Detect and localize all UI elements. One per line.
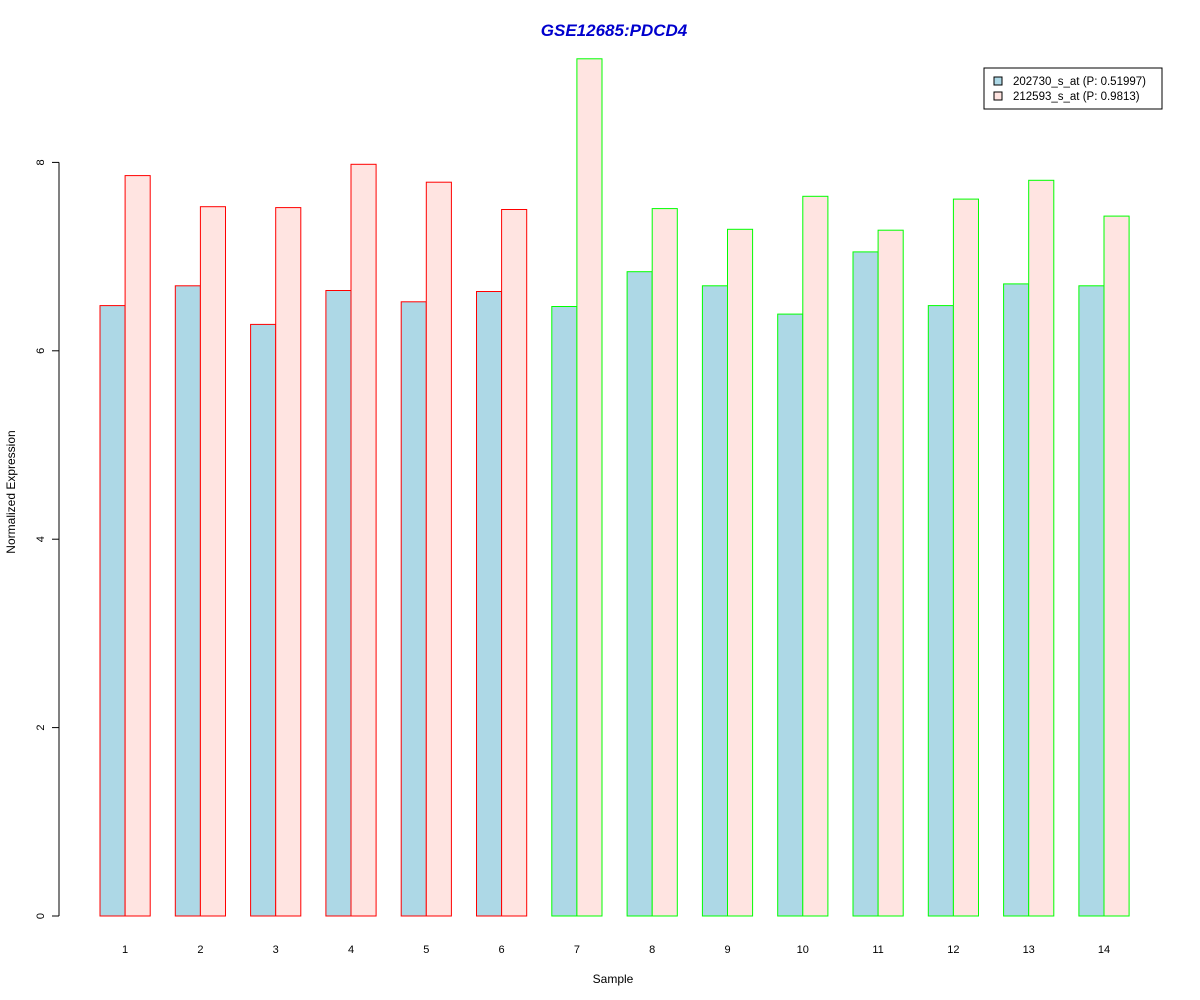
bar-sample-13-series-1 [1003, 283, 1030, 917]
bar-sample-6-series-1 [476, 291, 503, 917]
y-axis: 0 2 4 6 8 [35, 159, 60, 919]
x-tick-label: 7 [574, 944, 580, 956]
x-tick-label: 4 [348, 944, 354, 956]
x-tick-label: 14 [1098, 944, 1110, 956]
bar-sample-7-series-1 [551, 306, 578, 917]
bar-sample-9-series-2 [727, 228, 754, 917]
x-tick-label: 5 [423, 944, 429, 956]
bar-sample-14-series-2 [1103, 215, 1130, 917]
x-tick-label: 10 [797, 944, 809, 956]
bar-sample-4-series-1 [325, 290, 352, 917]
x-tick-label: 11 [872, 944, 883, 956]
bar-sample-10-series-1 [777, 313, 804, 917]
bar-sample-12-series-2 [952, 198, 980, 917]
y-tick-label: 6 [35, 348, 47, 354]
bar-sample-2-series-1 [174, 285, 201, 917]
bar-sample-6-series-2 [501, 209, 528, 917]
x-tick-label: 9 [724, 944, 730, 956]
bar-sample-13-series-2 [1028, 179, 1055, 917]
x-tick-label: 8 [649, 944, 655, 956]
bar-sample-3-series-2 [275, 207, 302, 917]
bars-group [99, 58, 1130, 917]
y-tick-label: 8 [35, 159, 47, 165]
y-tick-label: 2 [35, 725, 47, 731]
y-axis-title: Normalized Expression [4, 430, 18, 553]
bar-sample-3-series-1 [250, 323, 277, 917]
y-tick-label: 4 [35, 536, 47, 542]
x-tick-label: 3 [273, 944, 279, 956]
x-tick-label: 12 [947, 944, 959, 956]
y-tick-label: 0 [35, 913, 47, 919]
x-axis-title: Sample [593, 972, 634, 986]
legend: 202730_s_at (P: 0.51997) 212593_s_at (P: … [983, 67, 1163, 110]
legend-swatch [993, 76, 1003, 86]
bar-sample-5-series-2 [425, 181, 452, 917]
bar-sample-9-series-1 [701, 285, 729, 917]
legend-label: 202730_s_at (P: 0.51997) [1013, 76, 1146, 88]
bar-sample-14-series-1 [1078, 285, 1105, 917]
legend-box [983, 67, 1163, 110]
bar-sample-10-series-2 [802, 195, 829, 917]
bar-sample-1-series-1 [99, 305, 126, 917]
bar-sample-8-series-2 [651, 208, 678, 917]
x-tick-label: 13 [1023, 944, 1035, 956]
bar-sample-12-series-1 [927, 305, 954, 917]
x-axis: 1 2 3 4 5 6 7 8 9 10 11 12 13 14 [122, 944, 1110, 956]
x-tick-label: 1 [122, 944, 128, 956]
chart-title: GSE12685:PDCD4 [541, 21, 688, 40]
bar-sample-7-series-2 [576, 58, 603, 917]
legend-label: 212593_s_at (P: 0.9813) [1013, 91, 1140, 103]
bar-sample-11-series-1 [852, 251, 879, 917]
bar-sample-5-series-1 [400, 301, 427, 917]
bar-sample-1-series-2 [124, 175, 151, 917]
x-tick-label: 2 [197, 944, 203, 956]
bar-sample-2-series-2 [199, 206, 226, 917]
bar-sample-4-series-2 [350, 163, 377, 917]
x-tick-label: 6 [499, 944, 505, 956]
legend-swatch [993, 91, 1003, 101]
bar-sample-11-series-2 [877, 229, 904, 917]
bar-sample-8-series-1 [626, 271, 653, 917]
